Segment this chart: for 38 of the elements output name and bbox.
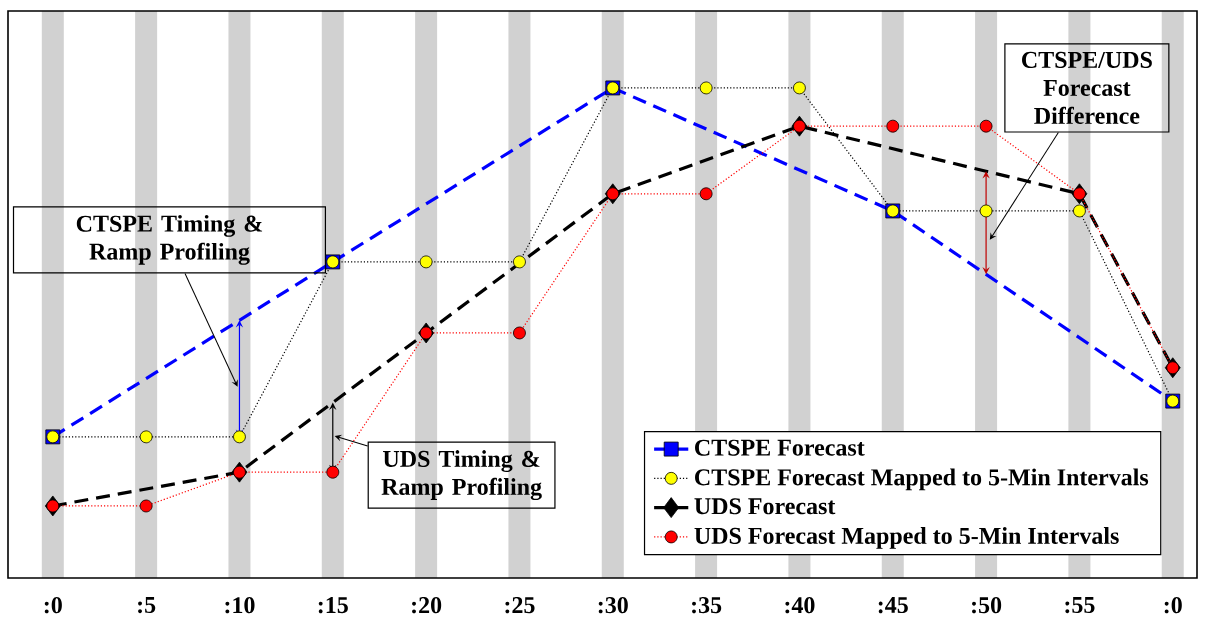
point [513,326,526,340]
legend-label: CTSPE Forecast Mapped to 5-Min Intervals [695,468,1149,491]
point [1073,187,1086,201]
annotation: CTSPE Timing & Ramp Profiling [76,214,263,265]
annotation: CTSPE/UDS Forecast Difference [1022,51,1152,124]
point [793,81,806,95]
point [139,499,153,513]
x-tick-label: :55 [1065,597,1095,614]
legend-label: UDS Forecast [694,498,836,515]
point [1073,204,1086,218]
point [233,430,246,444]
x-tick-label: :15 [318,597,348,614]
x-tick-label: :45 [878,597,908,614]
x-tick-label: :0 [44,597,62,614]
point [1166,361,1180,375]
point [606,187,620,201]
point [886,119,900,133]
point [979,119,993,133]
point [699,187,713,201]
x-tick-label: :35 [692,597,722,614]
point [513,255,526,269]
x-tick-label: :40 [785,597,815,614]
point [979,204,993,218]
x-tick-label: :50 [972,597,1002,614]
annotation: UDS Timing & Ramp Profiling [381,450,542,501]
legend-label: CTSPE Forecast [695,439,865,456]
point [139,430,153,444]
legend-label: UDS Forecast Mapped to 5-Min Intervals [694,527,1119,549]
x-tick-label: :5 [138,597,156,614]
x-tick-label: :0 [1164,597,1182,614]
x-tick-label: :30 [598,597,628,614]
point [419,255,433,269]
point [699,81,713,95]
point [326,465,340,479]
x-tick-label: :20 [412,597,442,614]
x-tick-label: :25 [505,597,535,614]
x-tick-label: :10 [225,597,255,614]
point [46,499,60,513]
